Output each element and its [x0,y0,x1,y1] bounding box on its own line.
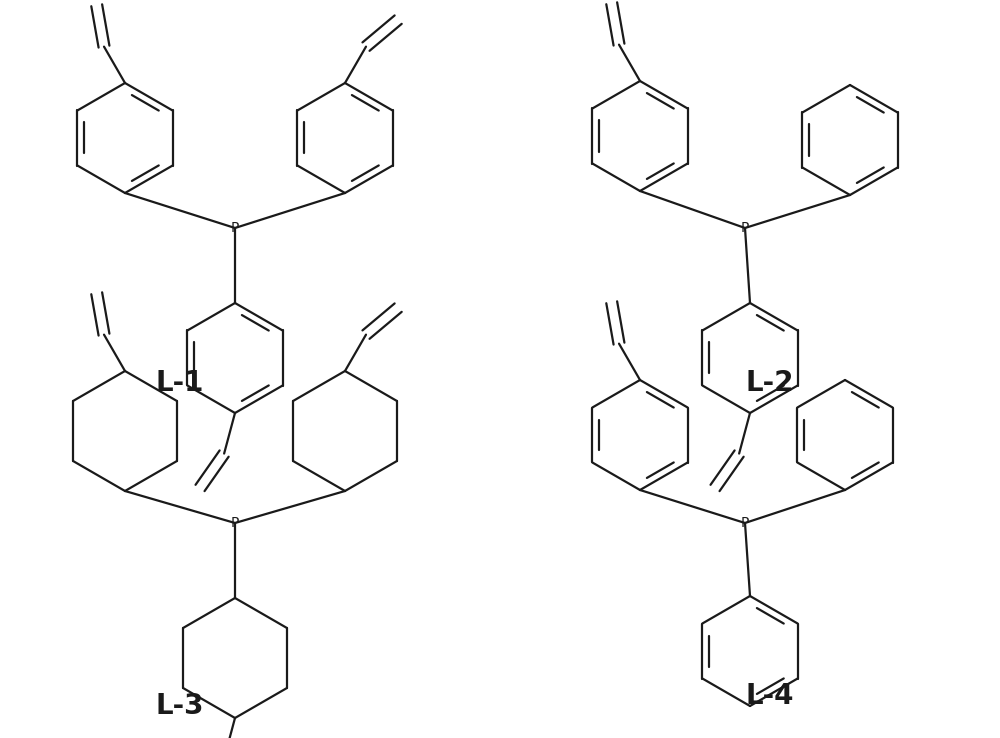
Text: P: P [741,516,749,530]
Text: P: P [231,221,239,235]
Text: L-4: L-4 [746,682,794,710]
Text: P: P [741,221,749,235]
Text: L-2: L-2 [746,369,794,397]
Text: L-3: L-3 [156,692,204,720]
Text: L-1: L-1 [156,369,204,397]
Text: P: P [231,516,239,530]
